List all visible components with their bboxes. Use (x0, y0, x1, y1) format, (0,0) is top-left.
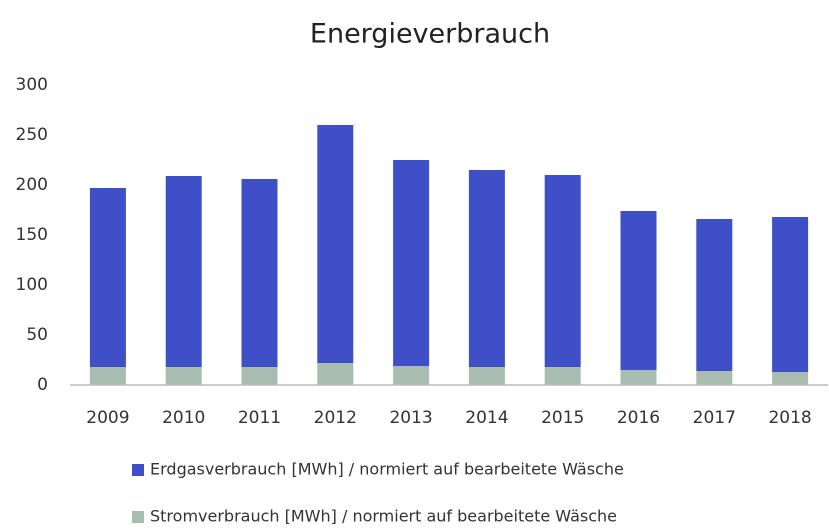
x-tick-label: 2012 (314, 408, 357, 428)
bar-segment (696, 371, 733, 385)
x-tick-label: 2010 (162, 408, 205, 428)
bar-segment (696, 219, 733, 371)
bar-segment (620, 211, 657, 370)
y-tick-label: 100 (16, 275, 48, 295)
bar-segment (317, 125, 354, 363)
bar-segment (544, 367, 581, 385)
x-tick-label: 2014 (465, 408, 508, 428)
y-tick-label: 150 (16, 225, 48, 245)
x-tick-label: 2013 (389, 408, 432, 428)
bar-segment (620, 370, 657, 385)
bar-segment (393, 160, 430, 366)
legend-label: Stromverbrauch [MWh] / normiert auf bear… (150, 507, 617, 526)
x-tick-label: 2009 (86, 408, 129, 428)
y-tick-label: 300 (16, 75, 48, 95)
bar-segment (241, 179, 278, 367)
chart-title: Energieverbrauch (310, 19, 550, 50)
bar-segment (89, 367, 126, 385)
legend-swatch (132, 464, 144, 476)
bar-segment (241, 367, 278, 385)
bar-segment (772, 372, 809, 385)
x-tick-label: 2016 (617, 408, 660, 428)
y-tick-label: 50 (26, 325, 48, 345)
bar-segment (89, 188, 126, 367)
bar-segment (317, 363, 354, 385)
legend-swatch (132, 511, 144, 523)
y-tick-label: 200 (16, 175, 48, 195)
y-tick-label: 250 (16, 125, 48, 145)
bar-segment (393, 366, 430, 385)
y-tick-label: 0 (37, 375, 48, 395)
bar-segment (544, 175, 581, 367)
legend-label: Erdgasverbrauch [MWh] / normiert auf bea… (150, 460, 624, 479)
bar-segment (468, 367, 505, 385)
bar-segment (165, 367, 202, 385)
x-tick-label: 2017 (693, 408, 736, 428)
bar-segment (165, 176, 202, 367)
x-tick-label: 2011 (238, 408, 281, 428)
bar-segment (468, 170, 505, 367)
bar-segment (772, 217, 809, 372)
x-tick-label: 2015 (541, 408, 584, 428)
x-tick-label: 2018 (768, 408, 811, 428)
